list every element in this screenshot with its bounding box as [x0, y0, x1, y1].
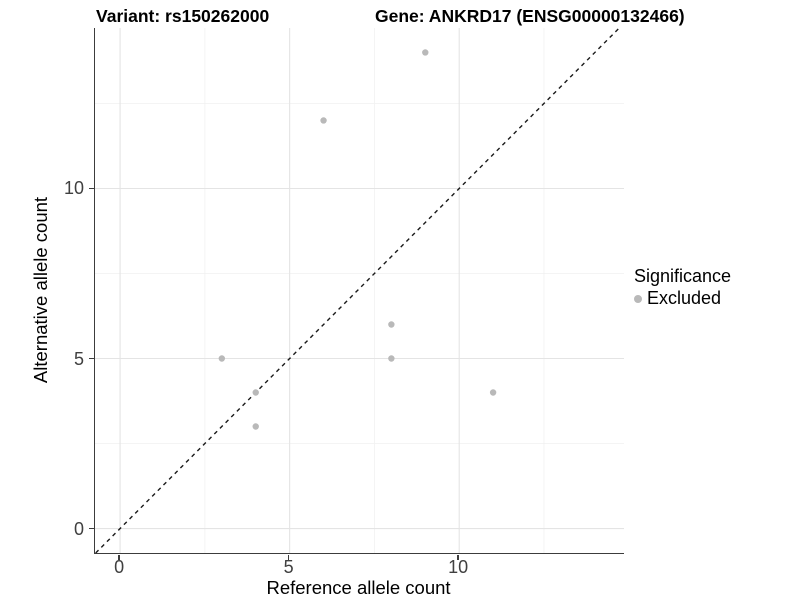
x-tick-mark	[457, 554, 459, 560]
x-tick-label: 5	[283, 557, 294, 577]
data-point	[388, 355, 395, 362]
y-tick-label: 5	[73, 348, 84, 369]
y-tick-label: 10	[63, 178, 84, 199]
legend-item-label: Excluded	[647, 288, 722, 308]
data-point	[320, 117, 327, 124]
data-point	[252, 389, 259, 396]
legend: Significance Excluded	[634, 266, 731, 309]
data-point	[218, 355, 226, 362]
plot-panel	[94, 28, 624, 554]
x-tick-label: 0	[114, 557, 125, 577]
legend-title: Significance	[634, 266, 732, 286]
legend-point-icon	[634, 294, 642, 303]
identity-line	[95, 28, 620, 553]
legend-item: Excluded	[634, 288, 731, 309]
x-tick-mark	[287, 554, 290, 560]
y-tick-mark	[89, 527, 94, 530]
data-point	[422, 49, 429, 56]
y-tick-mark	[89, 187, 94, 190]
data-point	[252, 423, 259, 430]
y-tick-mark	[89, 357, 94, 360]
x-tick-mark	[118, 554, 120, 560]
y-axis-title: Alternative allele count	[30, 196, 51, 384]
variant-title: Variant: rs150262000	[96, 6, 270, 26]
gene-title: Gene: ANKRD17 (ENSG00000132466)	[375, 6, 685, 26]
data-point	[388, 321, 395, 328]
data-point	[489, 389, 497, 396]
x-tick-label: 10	[448, 557, 469, 577]
x-axis-title: Reference allele count	[266, 577, 451, 598]
chart-svg	[95, 28, 624, 553]
y-tick-label: 0	[73, 518, 84, 539]
